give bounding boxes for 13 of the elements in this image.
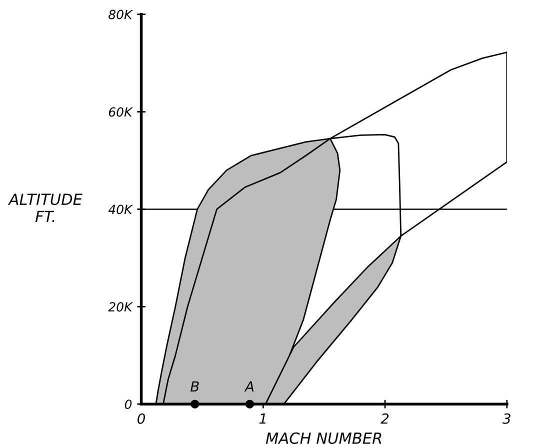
y-tick-label: 40K	[108, 204, 134, 214]
y-axis-title: ALTITUDE FT.	[8, 194, 82, 222]
x-axis-title: MACH NUMBER	[266, 432, 382, 444]
x-tick-label: 3	[502, 413, 510, 424]
y-tick-label: 20K	[108, 302, 134, 312]
x-tick-label: 0	[138, 413, 145, 424]
y-tick-label: 60K	[108, 107, 134, 117]
annotation: B	[190, 381, 199, 392]
y-tick-label: 0	[124, 400, 132, 410]
y-tick-label: 80K	[108, 10, 134, 20]
annotation: A	[244, 381, 254, 392]
x-tick-label: 2	[380, 413, 389, 424]
x-tick-label: 1	[259, 414, 266, 424]
